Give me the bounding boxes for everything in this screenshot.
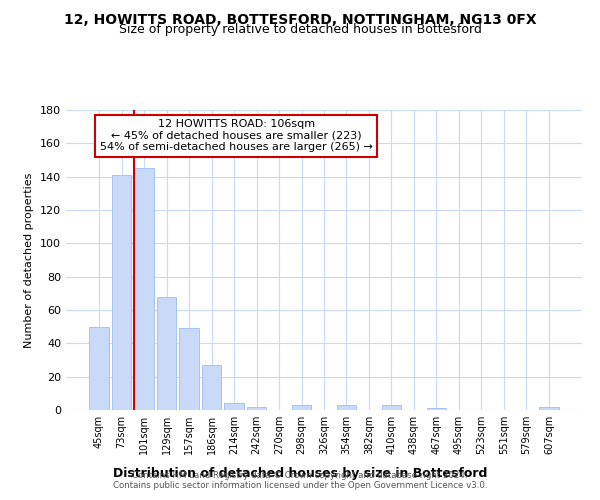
Bar	[224, 404, 244, 410]
Bar	[382, 405, 401, 410]
Bar	[427, 408, 446, 410]
Bar	[539, 406, 559, 410]
Text: Distribution of detached houses by size in Bottesford: Distribution of detached houses by size …	[113, 468, 487, 480]
Bar	[157, 296, 176, 410]
Bar	[89, 326, 109, 410]
Text: Contains HM Land Registry data © Crown copyright and database right 2024.
Contai: Contains HM Land Registry data © Crown c…	[113, 470, 487, 490]
Y-axis label: Number of detached properties: Number of detached properties	[25, 172, 34, 348]
Bar	[134, 168, 154, 410]
Text: Size of property relative to detached houses in Bottesford: Size of property relative to detached ho…	[119, 22, 481, 36]
Text: 12 HOWITTS ROAD: 106sqm
← 45% of detached houses are smaller (223)
54% of semi-d: 12 HOWITTS ROAD: 106sqm ← 45% of detache…	[100, 119, 373, 152]
Text: 12, HOWITTS ROAD, BOTTESFORD, NOTTINGHAM, NG13 0FX: 12, HOWITTS ROAD, BOTTESFORD, NOTTINGHAM…	[64, 12, 536, 26]
Bar	[112, 175, 131, 410]
Bar	[202, 365, 221, 410]
Bar	[292, 405, 311, 410]
Bar	[247, 406, 266, 410]
Bar	[179, 328, 199, 410]
Bar	[337, 405, 356, 410]
